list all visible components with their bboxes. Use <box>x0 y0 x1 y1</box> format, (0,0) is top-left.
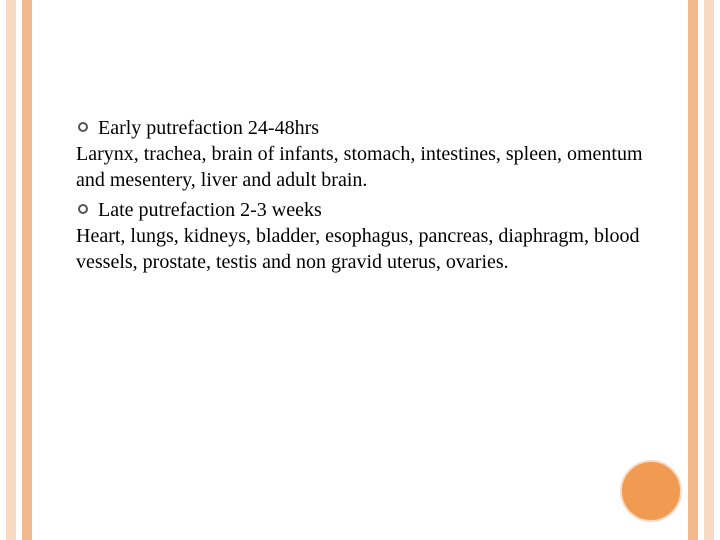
list-item: Late putrefaction 2-3 weeks Heart, lungs… <box>72 197 660 275</box>
decor-stripe-right-outer <box>704 0 714 540</box>
bullet-icon <box>78 204 88 214</box>
slide-content: Early putrefaction 24-48hrs Larynx, trac… <box>72 115 660 279</box>
bullet-line: Late putrefaction 2-3 weeks <box>72 197 660 223</box>
bullet-title: Early putrefaction 24-48hrs <box>98 115 319 141</box>
decor-stripe-right-inner <box>688 0 698 540</box>
decor-stripe-left-inner <box>22 0 32 540</box>
decor-stripe-left-outer <box>6 0 16 540</box>
bullet-line: Early putrefaction 24-48hrs <box>72 115 660 141</box>
list-item: Early putrefaction 24-48hrs Larynx, trac… <box>72 115 660 193</box>
bullet-icon <box>78 122 88 132</box>
bullet-body: Larynx, trachea, brain of infants, stoma… <box>76 141 660 193</box>
bullet-title: Late putrefaction 2-3 weeks <box>98 197 322 223</box>
decor-circle-icon <box>620 460 682 522</box>
bullet-body: Heart, lungs, kidneys, bladder, esophagu… <box>76 223 660 275</box>
